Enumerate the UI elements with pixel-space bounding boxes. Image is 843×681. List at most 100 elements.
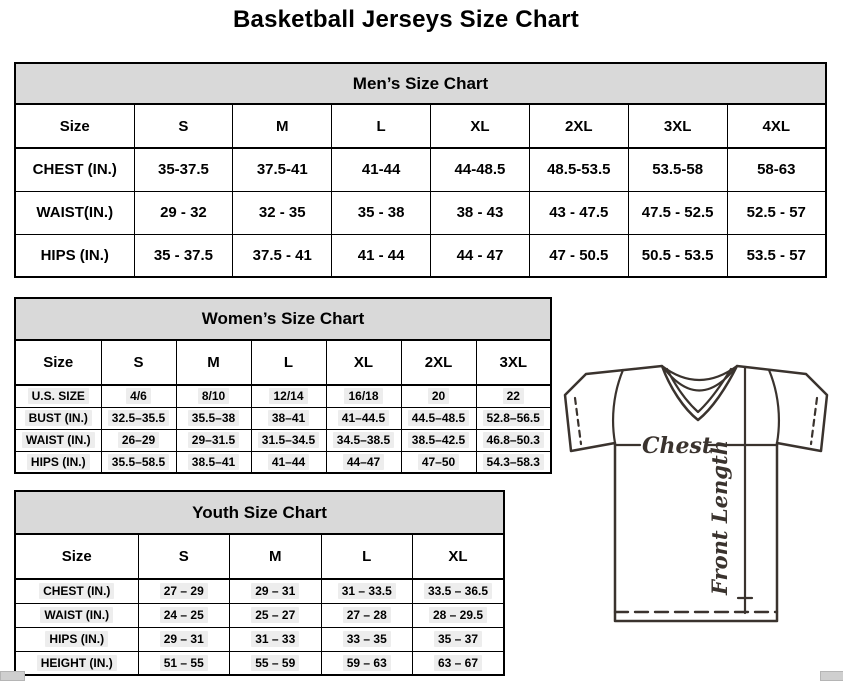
mens-size-col-L: L [331,103,432,149]
page-title: Basketball Jerseys Size Chart [233,6,579,33]
mens-size-col-M: M [232,103,333,149]
mens-value-cell: 41-44 [331,147,432,192]
youth-value-cell: 35 – 37 [412,626,505,652]
youth-value-cell-text: 35 – 37 [433,631,483,647]
womens-size-col-3XL: 3XL [475,339,552,386]
womens-size-header-row: Size S M L XL 2XL 3XL [14,339,552,386]
womens-value-cell-text: 47–50 [417,453,460,470]
youth-value-cell: 59 – 63 [320,650,413,676]
womens-value-cell-text: 35.5–58.5 [107,453,170,470]
womens-value-cell: 16/18 [325,384,402,408]
youth-value-cell: 24 – 25 [137,602,230,628]
womens-value-cell-text: 31.5–34.5 [257,432,320,448]
womens-value-cell-text: 16/18 [344,388,383,405]
womens-value-cell: 12/14 [250,384,327,408]
chest-label: Chest [642,433,712,459]
youth-value-cell-text: 24 – 25 [159,607,208,623]
mens-chart-title: Men’s Size Chart [14,62,827,105]
womens-value-cell-text: 4/6 [126,388,151,405]
youth-title-row: Youth Size Chart [14,490,505,535]
womens-size-chart-table: Women’s Size Chart Size S M L XL 2XL 3XL U.S. S… [14,297,552,474]
youth-row-label: CHEST (IN.) [14,578,139,604]
youth-value-cell: 31 – 33.5 [320,578,413,604]
mens-row-label: WAIST(IN.) [14,190,135,235]
womens-size-col-2XL: 2XL [400,339,477,386]
youth-measurement-row: HIPS (IN.) 29 – 31 31 – 33 33 – 35 35 – 37 [14,626,505,652]
womens-chart-title: Women’s Size Chart [14,297,552,341]
womens-row-label-text: WAIST (IN.) [21,432,95,448]
mens-measurement-row: CHEST (IN.) 35-37.5 37.5-41 41-44 44-48.5 48.… [14,147,827,192]
collar-inner-v [665,367,733,414]
womens-value-cell-text: 20 [427,388,450,405]
womens-measurement-row: U.S. SIZE 4/6 8/10 12/14 16/18 20 22 [14,384,552,408]
youth-value-cell-text: 55 – 59 [251,654,300,671]
womens-measurement-row: HIPS (IN.) 35.5–58.5 38.5–41 41–44 44–47 47–5… [14,450,552,474]
mens-value-cell: 35 - 38 [331,190,432,235]
womens-value-cell-text: 41–44.5 [337,410,390,426]
womens-value-cell-text: 32.5–35.5 [107,410,170,426]
womens-value-cell-text: 38.5–42.5 [407,432,470,448]
mens-value-cell: 37.5-41 [232,147,333,192]
youth-value-cell: 29 – 31 [137,626,230,652]
womens-value-cell: 34.5–38.5 [325,428,402,452]
mens-value-cell: 58-63 [726,147,827,192]
youth-size-label: Size [14,533,139,580]
mens-measurement-row: HIPS (IN.) 35 - 37.5 37.5 - 41 41 - 44 44 - … [14,233,827,278]
mens-value-cell: 50.5 - 53.5 [627,233,728,278]
youth-value-cell: 33.5 – 36.5 [412,578,505,604]
youth-value-cell-text: 31 – 33 [251,631,300,647]
womens-value-cell-text: 44.5–48.5 [407,410,470,426]
youth-value-cell-text: 29 – 31 [159,631,208,647]
youth-row-label: WAIST (IN.) [14,602,139,628]
jersey-measurement-diagram: Chest Front Length [556,354,840,634]
womens-value-cell-text: 22 [502,388,524,405]
mens-value-cell: 53.5 - 57 [726,233,827,278]
left-armhole-seam [611,368,625,445]
youth-value-cell-text: 63 – 67 [433,654,483,671]
womens-value-cell: 41–44.5 [325,406,402,430]
scrollbar-corner-left [0,671,25,681]
jersey-outline [563,364,829,623]
mens-value-cell: 43 - 47.5 [528,190,629,235]
youth-value-cell: 25 – 27 [229,602,322,628]
womens-value-cell-text: 54.3–58.3 [482,453,544,470]
youth-value-cell: 28 – 29.5 [412,602,505,628]
mens-size-col-2XL: 2XL [528,103,629,149]
womens-value-cell: 35.5–38 [175,406,252,430]
mens-size-col-S: S [133,103,234,149]
youth-value-cell: 51 – 55 [137,650,230,676]
mens-size-chart-table: Men’s Size Chart Size S M L XL 2XL 3XL 4XL CHEST… [14,62,827,278]
youth-measurement-row: HEIGHT (IN.) 51 – 55 55 – 59 59 – 63 63 – 67 [14,650,505,676]
mens-value-cell: 44 - 47 [430,233,530,278]
front-length-label: Front Length [707,440,732,596]
womens-value-cell: 8/10 [175,384,252,408]
youth-row-label: HEIGHT (IN.) [14,650,139,676]
youth-value-cell: 29 – 31 [229,578,322,604]
youth-value-cell: 27 – 28 [320,602,413,628]
youth-value-cell: 55 – 59 [229,650,322,676]
youth-table: Youth Size Chart Size S M L XL CHEST (IN.) 27 … [14,490,505,676]
womens-value-cell-text: 41–44 [267,453,310,470]
youth-size-col-S: S [137,533,230,580]
womens-row-label-text: HIPS (IN.) [26,453,90,470]
womens-value-cell: 44–47 [325,450,402,474]
youth-chart-title: Youth Size Chart [14,490,505,535]
womens-measurement-row: BUST (IN.) 32.5–35.5 35.5–38 38–41 41–44.5 44… [14,406,552,430]
womens-row-label: U.S. SIZE [14,384,102,408]
youth-size-col-XL: XL [412,533,505,580]
mens-value-cell: 29 - 32 [133,190,234,235]
womens-value-cell: 54.3–58.3 [475,450,552,474]
womens-value-cell: 22 [475,384,552,408]
youth-size-col-L: L [320,533,413,580]
mens-size-col-4XL: 4XL [726,103,827,149]
youth-measurement-row: CHEST (IN.) 27 – 29 29 – 31 31 – 33.5 33.5 –… [14,578,505,604]
womens-value-cell-text: 8/10 [197,388,230,405]
youth-row-label-text: CHEST (IN.) [39,583,115,600]
womens-value-cell-text: 35.5–38 [187,410,240,426]
youth-value-cell: 31 – 33 [229,626,322,652]
womens-table: Women’s Size Chart Size S M L XL 2XL 3XL U.S. S… [14,297,552,474]
mens-title-row: Men’s Size Chart [14,62,827,105]
womens-value-cell: 38.5–41 [175,450,252,474]
mens-size-header-row: Size S M L XL 2XL 3XL 4XL [14,103,827,149]
womens-value-cell: 29–31.5 [175,428,252,452]
